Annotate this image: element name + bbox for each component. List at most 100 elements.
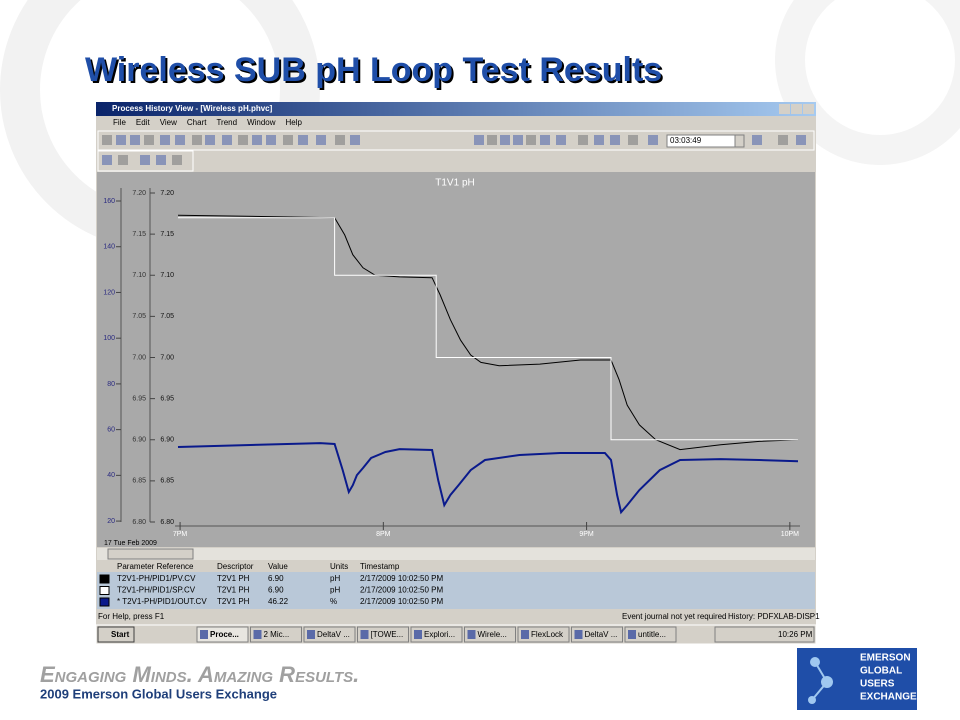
tool-icon[interactable] (752, 135, 762, 145)
tool-icon[interactable] (513, 135, 523, 145)
slide-title: Wireless SUB pH Loop Test Results (85, 51, 662, 89)
legend-name: * T2V1-PH/PID1/OUT.CV (117, 597, 207, 606)
table-cell: 46.22 (268, 597, 289, 606)
menu-item[interactable]: File (113, 118, 126, 127)
tool-icon[interactable] (594, 135, 604, 145)
taskbar-items: Proce... 2 Mic... DeltaV ... [TOWE... Explor… (196, 626, 677, 643)
tool-icon[interactable] (238, 135, 248, 145)
series-line (178, 217, 798, 441)
tool-icon[interactable] (205, 135, 215, 145)
task-button[interactable] (571, 626, 623, 643)
time-dropdown[interactable] (734, 134, 745, 148)
tool-icon[interactable] (487, 135, 497, 145)
tool-icon[interactable] (526, 135, 536, 145)
tool-icon[interactable] (156, 155, 166, 165)
tray (714, 626, 815, 643)
tool-icon[interactable] (160, 135, 170, 145)
menu-item[interactable]: Edit (136, 118, 151, 127)
menu-item[interactable]: Help (286, 118, 303, 127)
menu-item[interactable]: Trend (216, 118, 237, 127)
tool-icon[interactable] (335, 135, 345, 145)
logo-lines (811, 661, 829, 701)
tool-icon[interactable] (130, 135, 140, 145)
y2-tick-label: 100 (103, 335, 115, 342)
task-button[interactable] (303, 626, 356, 643)
task-icon (574, 630, 583, 639)
tool-icon[interactable] (796, 135, 806, 145)
tool-icon[interactable] (175, 135, 185, 145)
tool-icon[interactable] (778, 135, 788, 145)
task-label: FlexLock (531, 630, 564, 639)
y-tick-label: 7.00 (132, 354, 146, 361)
tool-icon[interactable] (116, 135, 126, 145)
y-tick-label: 6.85 (160, 478, 174, 485)
tool-icon[interactable] (102, 155, 112, 165)
tool-icon[interactable] (500, 135, 510, 145)
task-button[interactable] (196, 626, 249, 643)
tool-icon[interactable] (283, 135, 293, 145)
tool-icon[interactable] (192, 135, 202, 145)
tool-icon[interactable] (252, 135, 262, 145)
title-bar (96, 102, 816, 116)
task-button[interactable] (250, 626, 302, 643)
tool-icon[interactable] (222, 135, 232, 145)
task-button[interactable] (464, 626, 516, 643)
status-text: For Help, press F1 (98, 612, 165, 621)
y2-tick-label: 40 (107, 472, 115, 479)
menu-item[interactable]: Window (247, 118, 276, 127)
tool-icon[interactable] (350, 135, 360, 145)
scrollbar[interactable] (97, 548, 815, 560)
y-tick-label: 7.05 (160, 313, 174, 320)
task-icon (360, 630, 369, 639)
maximize-button[interactable] (791, 104, 802, 114)
tool-icon[interactable] (556, 135, 566, 145)
y-tick-label: 6.95 (160, 395, 174, 402)
menu-item[interactable]: Chart (187, 118, 207, 127)
y-tick-label: 6.80 (160, 519, 174, 526)
window-title: Process History View - [Wireless pH.phvc… (112, 104, 273, 113)
tool-icon[interactable] (540, 135, 550, 145)
close-button[interactable] (803, 104, 814, 114)
start-button[interactable] (97, 626, 135, 643)
task-button[interactable] (410, 626, 463, 643)
table-cell: T2V1 PH (217, 574, 250, 583)
menu-item[interactable]: View (160, 118, 177, 127)
y-tick-label: 7.05 (132, 313, 146, 320)
y2-tick-label: 140 (103, 244, 115, 251)
tool-icon[interactable] (648, 135, 658, 145)
task-button[interactable] (624, 626, 677, 643)
tool-icon[interactable] (474, 135, 484, 145)
legend-swatch (99, 597, 110, 607)
y-tick-label: 6.80 (132, 519, 146, 526)
task-icon (628, 630, 636, 639)
x-tick-label: 10PM (781, 531, 799, 538)
trend-chart: T1V1 pH 20 40 60 80 100 120 140 160 6.80 6.80 6.85 6… (103, 178, 800, 538)
tool-icon[interactable] (316, 135, 326, 145)
tool-icon[interactable] (298, 135, 308, 145)
tool-icon[interactable] (628, 135, 638, 145)
tool-icon[interactable] (172, 155, 182, 165)
table-cell: 6.90 (268, 586, 284, 595)
tool-icon[interactable] (118, 155, 128, 165)
bg-graphic (775, 0, 960, 165)
tool-icon[interactable] (102, 135, 112, 145)
x-tick-label: 9PM (579, 531, 594, 538)
table-header (97, 561, 815, 572)
tool-icon[interactable] (578, 135, 588, 145)
scroll-thumb[interactable] (107, 548, 194, 560)
series-line (177, 442, 799, 515)
tool-icon[interactable] (610, 135, 620, 145)
task-icon (521, 630, 529, 639)
tool-icon[interactable] (144, 135, 154, 145)
task-label: [TOWE... (371, 630, 404, 639)
minimize-button[interactable] (779, 104, 790, 114)
task-label: untitle... (638, 630, 666, 639)
task-button[interactable] (357, 626, 409, 643)
task-label: 2 Mic... (264, 630, 290, 639)
legend-name: T2V1-PH/PID1/PV.CV (117, 574, 196, 583)
y2-tick-label: 20 (107, 518, 115, 525)
tool-icon[interactable] (140, 155, 150, 165)
task-button[interactable] (517, 626, 570, 643)
tool-icon[interactable] (266, 135, 276, 145)
